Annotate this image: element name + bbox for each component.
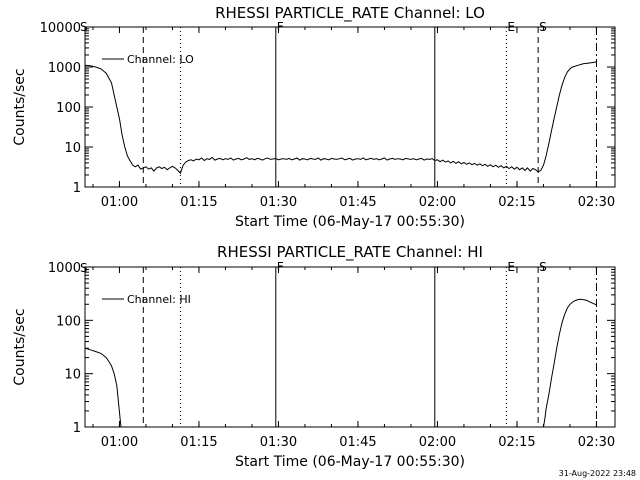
x-tick-label: 02:15: [498, 435, 535, 450]
series-line: [84, 347, 122, 428]
timestamp: 31-Aug-2022 23:48: [559, 469, 636, 478]
chart-title: RHESSI PARTICLE_RATE Channel: HI: [217, 243, 483, 262]
x-tick-label: 01:30: [260, 435, 297, 450]
x-tick-label: 02:00: [419, 435, 456, 450]
corner-mark: S: [80, 261, 88, 275]
x-tick-label: 02:30: [578, 195, 615, 210]
y-tick-label: 100: [56, 314, 81, 329]
y-tick-label: 1: [73, 181, 81, 196]
panel-hi: RHESSI PARTICLE_RATE Channel: HI 01:00 01…: [12, 243, 616, 470]
x-tick-label: 02:00: [419, 195, 456, 210]
x-tick-label: 01:00: [101, 195, 138, 210]
y-tick-label: 1000: [48, 261, 81, 276]
series-line: [84, 61, 597, 175]
x-tick-label: 02:30: [578, 435, 615, 450]
y-axis-label: Counts/sec: [12, 308, 28, 385]
x-axis-label: Start Time (06-May-17 00:55:30): [235, 214, 465, 230]
x-tick-label: 01:00: [101, 435, 138, 450]
x-tick-label: 01:30: [260, 195, 297, 210]
x-tick-label: 01:15: [180, 195, 217, 210]
legend-label: Channel: LO: [127, 53, 194, 66]
plot-frame: [84, 266, 616, 428]
x-tick-label: 01:45: [339, 195, 376, 210]
x-tick-label: 01:15: [180, 435, 217, 450]
y-axis-label: Counts/sec: [12, 68, 28, 145]
event-label: S: [539, 260, 547, 274]
x-tick-label: 01:45: [339, 435, 376, 450]
panel-lo: RHESSI PARTICLE_RATE Channel: LO 01:00 01…: [12, 4, 616, 230]
y-tick-label: 10000: [40, 21, 81, 36]
x-axis-label: Start Time (06-May-17 00:55:30): [235, 454, 465, 470]
chart-title: RHESSI PARTICLE_RATE Channel: LO: [215, 4, 485, 23]
y-tick-label: 1: [73, 421, 81, 436]
legend-label: Channel: HI: [127, 293, 191, 306]
y-tick-label: 10: [64, 141, 81, 156]
event-label: E: [507, 260, 515, 274]
corner-mark: S: [80, 20, 88, 34]
event-label: F: [277, 260, 284, 274]
series-line: [543, 298, 597, 428]
event-label: S: [539, 20, 547, 34]
x-tick-label: 02:15: [498, 195, 535, 210]
event-label: F: [277, 20, 284, 34]
event-label: E: [507, 20, 515, 34]
y-tick-label: 100: [56, 101, 81, 116]
y-tick-label: 10: [64, 368, 81, 383]
y-tick-label: 1000: [48, 61, 81, 76]
plot-frame: [84, 26, 616, 188]
